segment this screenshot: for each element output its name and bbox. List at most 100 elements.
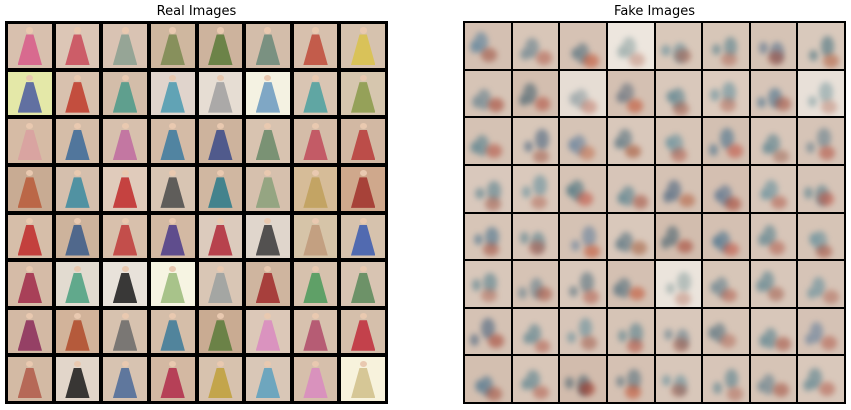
costume-figure xyxy=(17,177,43,208)
figure-head xyxy=(121,170,129,177)
real-image-tile xyxy=(246,166,290,211)
noise-blob xyxy=(807,95,817,108)
noise-blob xyxy=(567,331,577,343)
fake-images-title: Fake Images xyxy=(614,4,695,19)
figure-head xyxy=(216,27,224,34)
noise-blob xyxy=(582,290,599,304)
real-image-tile xyxy=(198,119,243,163)
noise-blob xyxy=(567,139,577,151)
figure-head xyxy=(264,217,272,225)
noise-blob xyxy=(678,193,695,208)
noise-blob xyxy=(533,175,547,196)
fake-image-tile xyxy=(750,165,797,212)
noise-blob xyxy=(719,98,736,113)
noise-blob xyxy=(675,292,692,306)
fake-image-tile xyxy=(512,356,559,402)
fake-image-tile xyxy=(607,356,654,402)
costume-figure xyxy=(65,320,90,351)
noise-blob xyxy=(721,52,738,67)
fake-image-tile xyxy=(703,165,749,212)
noise-blob xyxy=(761,142,771,155)
costume-figure xyxy=(65,82,90,113)
fake-image-tile xyxy=(798,213,844,260)
noise-blob xyxy=(676,239,693,254)
figure-head xyxy=(121,265,129,272)
figure-head xyxy=(26,75,34,82)
costume-figure xyxy=(208,367,233,399)
fake-image-tile xyxy=(465,118,511,164)
costume-figure xyxy=(350,272,376,304)
real-image-tile xyxy=(341,166,385,211)
fake-image-tile xyxy=(750,308,797,355)
fake-image-tile xyxy=(607,261,654,307)
figure-head xyxy=(73,265,81,272)
costume-figure xyxy=(350,82,376,113)
noise-blob xyxy=(726,144,743,158)
real-image-tile xyxy=(55,357,100,401)
fake-image-tile xyxy=(750,70,797,117)
fake-image-tile xyxy=(703,23,749,69)
noise-blob xyxy=(817,127,831,149)
fake-image-tile xyxy=(560,308,606,355)
costume-figure xyxy=(303,34,328,65)
real-image-tile xyxy=(8,309,52,354)
real-image-tile xyxy=(293,119,338,163)
noise-blob xyxy=(475,380,485,392)
noise-blob xyxy=(470,141,480,154)
figure-head xyxy=(264,75,272,82)
fake-image-tile xyxy=(798,308,844,355)
costume-figure xyxy=(65,272,90,304)
real-image-tile xyxy=(55,71,100,116)
fake-image-tile xyxy=(607,23,654,69)
noise-blob xyxy=(771,195,788,210)
real-image-tile xyxy=(8,262,52,306)
figure-head xyxy=(121,122,129,129)
figure-head xyxy=(264,170,272,177)
noise-blob xyxy=(577,191,594,206)
costume-figure xyxy=(160,272,185,304)
figure-head xyxy=(312,170,320,177)
figure-head xyxy=(169,122,177,129)
costume-figure xyxy=(17,129,43,161)
figure-head xyxy=(26,170,34,177)
figure-head xyxy=(312,360,320,367)
fake-image-tile xyxy=(703,356,749,402)
real-image-tile xyxy=(55,166,100,211)
costume-figure xyxy=(65,367,90,399)
figure-head xyxy=(359,75,367,82)
costume-figure xyxy=(160,129,185,161)
noise-blob xyxy=(488,98,505,113)
noise-blob xyxy=(614,238,624,250)
figure-head xyxy=(169,265,177,272)
noise-blob xyxy=(817,191,834,206)
noise-blob xyxy=(773,383,790,397)
real-image-tile xyxy=(198,166,243,211)
figure-head xyxy=(121,360,129,367)
noise-blob xyxy=(807,288,817,300)
costume-figure xyxy=(112,34,138,65)
fake-image-tile xyxy=(607,308,654,355)
noise-blob xyxy=(470,334,480,346)
noise-blob xyxy=(627,369,642,390)
fake-image-tile xyxy=(750,118,797,164)
noise-blob xyxy=(673,337,690,352)
noise-blob xyxy=(756,280,766,292)
fake-image-tile xyxy=(750,261,797,307)
figure-head xyxy=(359,265,367,272)
noise-blob xyxy=(532,385,549,400)
figure-head xyxy=(312,75,320,82)
costume-figure xyxy=(160,177,185,208)
figure-head xyxy=(359,122,367,129)
fake-image-tile xyxy=(512,118,559,164)
fake-image-tile xyxy=(607,213,654,260)
real-image-tile xyxy=(8,24,52,68)
figure-head xyxy=(73,313,81,320)
fake-image-tile xyxy=(560,261,606,307)
noise-blob xyxy=(767,287,784,301)
fake-image-tile xyxy=(512,213,559,260)
figure-head xyxy=(216,360,224,367)
noise-blob xyxy=(758,335,769,347)
real-image-tile xyxy=(246,262,290,306)
noise-blob xyxy=(759,188,769,201)
figure-head xyxy=(73,170,81,177)
